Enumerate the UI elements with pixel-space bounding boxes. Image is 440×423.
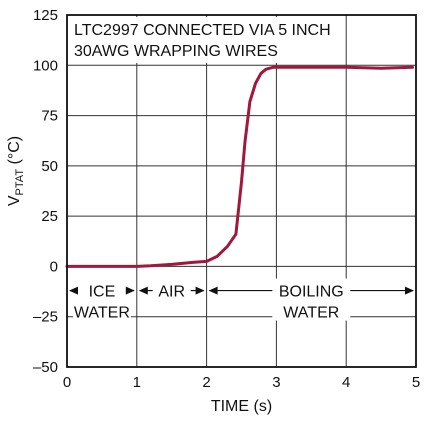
x-tick-label: 2 [202, 374, 210, 391]
y-tick-label: 75 [41, 108, 58, 125]
annotation-label: BOILING [279, 284, 344, 301]
chart-title-background [69, 17, 338, 63]
annotation-label: ICE [89, 284, 116, 301]
y-axis-title-unit: (°C) [6, 136, 23, 169]
x-tick-label: 1 [133, 374, 141, 391]
annotation-arrowhead-right [195, 286, 205, 295]
annotation-arrowhead-right [125, 286, 135, 295]
series [65, 65, 414, 268]
annotation-label: AIR [158, 284, 185, 301]
annotations: ICE WATER AIR BOILING WATER [69, 278, 414, 322]
y-tick-label: 25 [41, 208, 58, 225]
y-axis-title-main: V [6, 195, 23, 206]
annotation-label-background [152, 278, 191, 301]
y-axis-title-subscript: PTAT [14, 169, 26, 196]
annotation-label: WATER [74, 305, 130, 322]
plot-frame [66, 14, 417, 368]
annotation-label: WATER [283, 305, 339, 322]
y-tick-label: –25 [33, 309, 58, 326]
y-axis-title: VPTAT (°C) [6, 136, 26, 206]
y-tick-labels: –50 –25 0 25 50 75 100 125 [33, 7, 58, 376]
chart-title-line-1: LTC2997 CONNECTED VIA 5 INCH [74, 22, 331, 39]
y-tick-label: 50 [41, 158, 58, 175]
annotation-arrowhead-right [405, 286, 414, 295]
x-tick-label: 0 [63, 374, 71, 391]
annotation-label-background [272, 278, 351, 321]
y-tick-label: 100 [33, 57, 58, 74]
annotation-arrowhead-left [208, 286, 218, 295]
x-tick-label: 5 [412, 374, 420, 391]
annotation-arrowhead-left [138, 286, 148, 295]
annotation-arrowhead-left [69, 286, 78, 295]
x-tick-labels: 0 1 2 3 4 5 [63, 374, 420, 391]
y-tick-label: –50 [33, 359, 58, 376]
x-tick-label: 3 [272, 374, 280, 391]
x-tick-label: 4 [342, 374, 350, 391]
y-tick-label: 125 [33, 7, 58, 24]
x-axis-title: TIME (s) [211, 398, 272, 415]
chart-title-line-2: 30AWG WRAPPING WIRES [74, 43, 278, 60]
series-line [65, 65, 414, 268]
annotation-label-background [72, 278, 131, 321]
y-tick-label: 0 [50, 258, 58, 275]
